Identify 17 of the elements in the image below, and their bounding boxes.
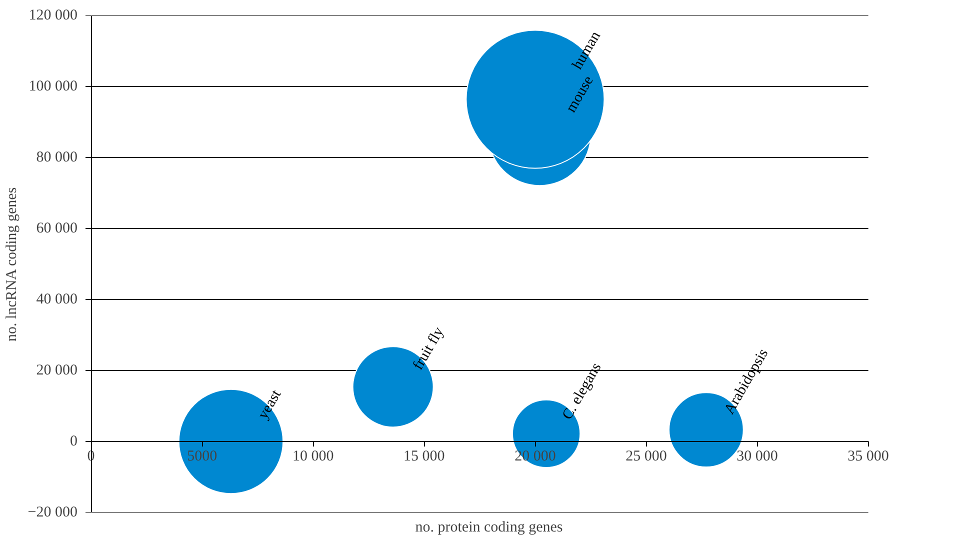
- x-tick-label: 5000: [187, 448, 218, 464]
- y-tick-label: 120 000: [28, 8, 78, 24]
- x-tick-label: 25 000: [626, 448, 667, 464]
- y-tick-label: −20 000: [28, 504, 78, 520]
- x-axis-title: no. protein coding genes: [415, 520, 563, 536]
- y-tick-label: 60 000: [36, 220, 78, 236]
- y-axis-title: no. lncRNA coding genes: [4, 187, 20, 342]
- annotation: fruit fly: [410, 324, 448, 373]
- x-tick-label: 10 000: [292, 448, 334, 464]
- y-tick-label: 20 000: [36, 362, 78, 378]
- y-tick-label: 80 000: [36, 150, 78, 166]
- y-tick-label: 0: [70, 434, 78, 450]
- y-tick-label: 100 000: [28, 78, 78, 94]
- x-tick-label: 15 000: [404, 448, 445, 464]
- x-tick-label: 35 000: [848, 448, 889, 464]
- y-tick-label: 40 000: [36, 292, 78, 308]
- x-tick-label: 30 000: [736, 448, 778, 464]
